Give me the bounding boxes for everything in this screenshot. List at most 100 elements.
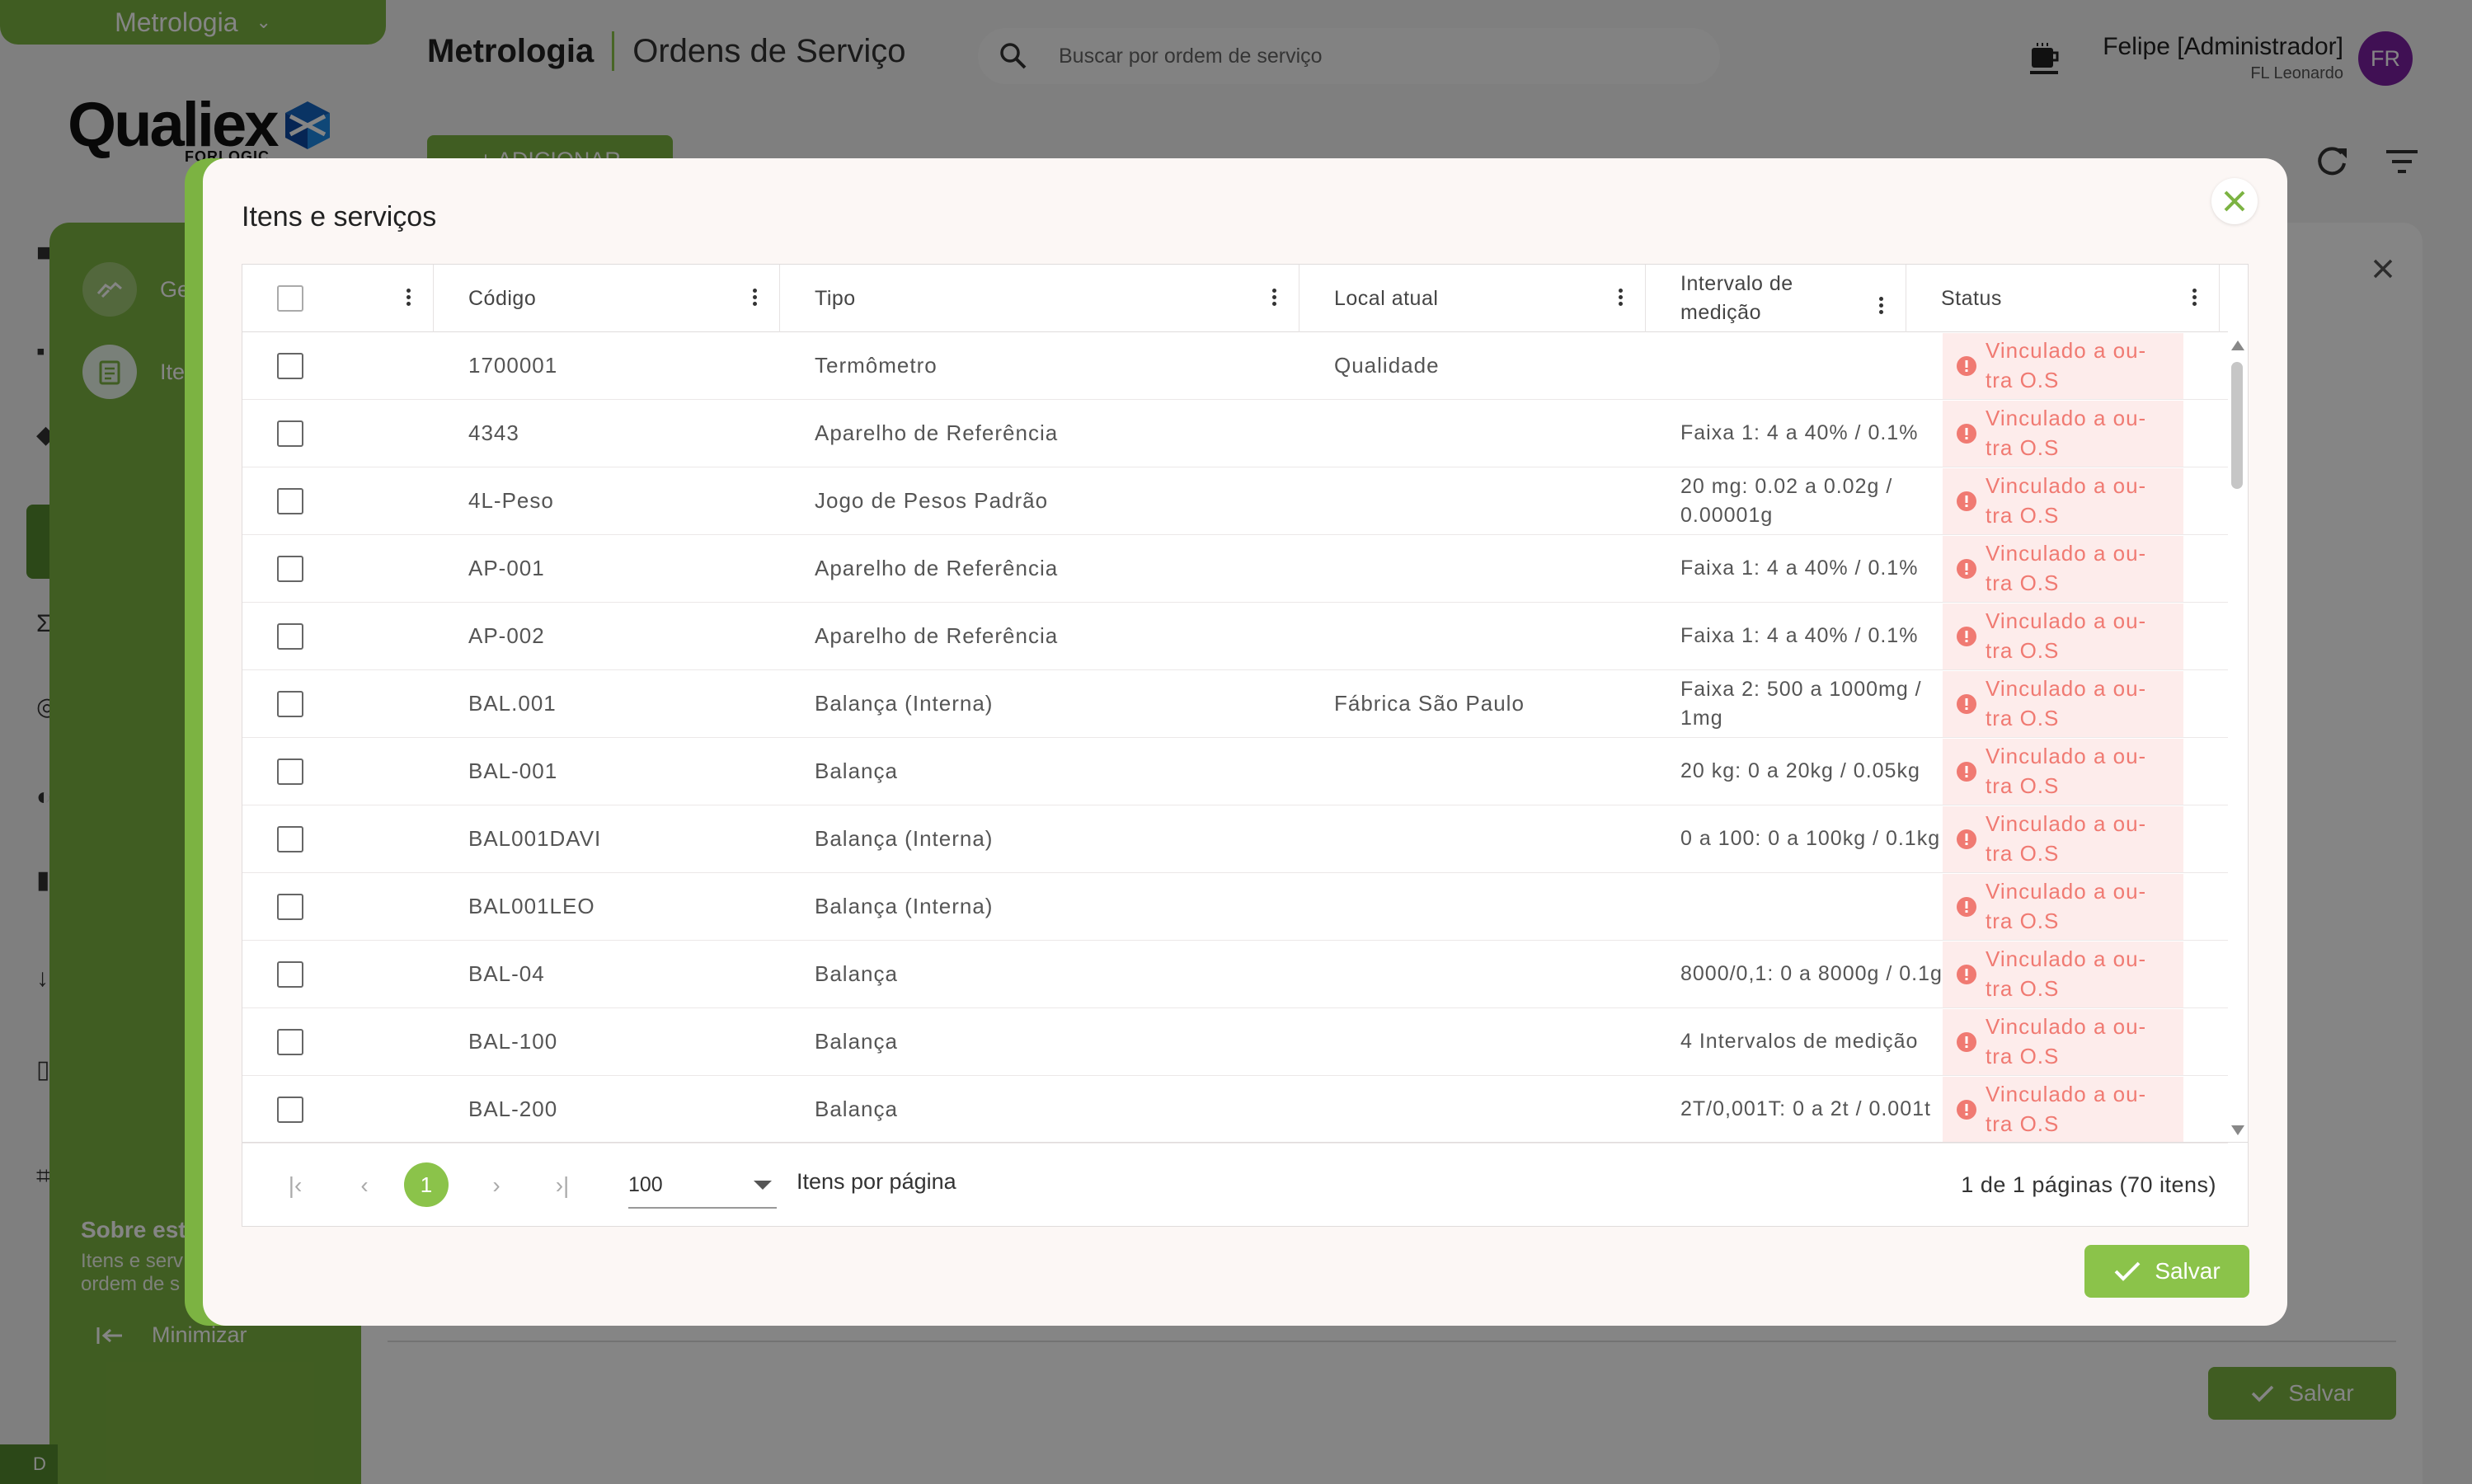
next-page-icon[interactable]: › — [492, 1172, 501, 1198]
row-checkbox[interactable] — [277, 825, 303, 852]
row-checkbox[interactable] — [277, 893, 303, 920]
page-size-select[interactable]: 100 — [628, 1162, 777, 1209]
row-select-cell — [242, 825, 434, 852]
row-select-cell — [242, 487, 434, 514]
search-input[interactable]: Buscar por ordem de serviço — [1059, 44, 1323, 68]
table-row[interactable]: AP-002 Aparelho de Referência Faixa 1: 4 a… — [242, 603, 2228, 670]
rail-icon[interactable]: ⌗ — [36, 1162, 50, 1190]
row-select-cell — [242, 960, 434, 988]
caret-down-icon — [754, 1181, 772, 1190]
current-page[interactable]: 1 — [404, 1162, 449, 1207]
column-menu-icon[interactable] — [405, 286, 411, 311]
row-checkbox[interactable] — [277, 758, 303, 785]
app-switcher-label: Metrologia — [115, 7, 238, 37]
breadcrumb-divider — [612, 31, 615, 71]
row-checkbox[interactable] — [277, 622, 303, 650]
status-badge: Vinculado a ou-tra O.S — [1943, 873, 2183, 940]
rail-icon[interactable]: ◐ — [36, 783, 52, 810]
table-row[interactable]: BAL-100 Balança 4 Intervalos de medição Vin… — [242, 1008, 2228, 1076]
table-row[interactable]: AP-001 Aparelho de Referência Faixa 1: 4 a… — [242, 535, 2228, 603]
vertical-scrollbar[interactable] — [2226, 332, 2248, 1144]
row-checkbox[interactable] — [277, 420, 303, 447]
header-codigo[interactable]: Código — [434, 265, 780, 332]
row-checkbox[interactable] — [277, 487, 303, 514]
cell-intervalo: Faixa 2: 500 a 1000mg / 1mg — [1680, 678, 1922, 730]
scroll-thumb[interactable] — [2231, 362, 2243, 489]
column-menu-icon[interactable] — [751, 286, 758, 311]
avatar[interactable]: FR — [2358, 31, 2413, 86]
header-status[interactable]: Status — [1906, 265, 2220, 332]
user-info[interactable]: Felipe [Administrador] FL Leonardo — [2103, 33, 2343, 83]
status-badge: Vinculado a ou-tra O.S — [1943, 1076, 2183, 1143]
cube-icon — [282, 100, 333, 151]
cell-tipo: Aparelho de Referência — [815, 420, 1059, 445]
rail-icon[interactable]: ▯ — [36, 1056, 50, 1083]
rail-icon[interactable]: ↓ — [36, 965, 49, 992]
row-checkbox[interactable] — [277, 690, 303, 717]
page-title: Ordens de Serviço — [632, 32, 906, 69]
panel-save-button[interactable]: Salvar — [2208, 1367, 2396, 1420]
table-row[interactable]: 4L-Peso Jogo de Pesos Padrão 20 mg: 0.02 a… — [242, 467, 2228, 535]
close-icon[interactable] — [2366, 252, 2399, 285]
column-menu-icon[interactable] — [2191, 286, 2197, 311]
cell-intervalo: Faixa 1: 4 a 40% / 0.1% — [1680, 421, 1919, 445]
minimize-button[interactable]: Minimizar — [96, 1322, 247, 1348]
panel-save-label: Salvar — [2288, 1380, 2354, 1406]
save-button[interactable]: Salvar — [2084, 1245, 2249, 1298]
header-local[interactable]: Local atual — [1299, 265, 1646, 332]
column-menu-icon[interactable] — [1617, 286, 1624, 311]
breadcrumb-module[interactable]: Metrologia — [427, 32, 595, 69]
error-icon — [1957, 558, 1976, 579]
scroll-down-icon[interactable] — [2231, 1125, 2244, 1135]
user-name: Felipe [Administrador] — [2103, 33, 2343, 60]
cell-codigo: BAL-001 — [468, 758, 558, 783]
header-tipo[interactable]: Tipo — [780, 265, 1299, 332]
cell-codigo: 4L-Peso — [468, 488, 554, 513]
column-menu-icon[interactable] — [1877, 294, 1884, 319]
cell-intervalo: 4 Intervalos de medição — [1680, 1030, 1919, 1054]
cell-tipo: Aparelho de Referência — [815, 623, 1059, 648]
rail-icon[interactable]: ▮ — [36, 866, 50, 894]
table-row[interactable]: BAL001DAVI Balança (Interna) 0 a 100: 0 a … — [242, 805, 2228, 873]
select-all-checkbox[interactable] — [277, 285, 303, 312]
cell-tipo: Balança (Interna) — [815, 691, 994, 716]
row-checkbox[interactable] — [277, 960, 303, 988]
table-row[interactable]: 4343 Aparelho de Referência Faixa 1: 4 a 4… — [242, 400, 2228, 467]
row-checkbox[interactable] — [277, 555, 303, 582]
rail-icon[interactable]: Σ — [36, 610, 52, 637]
minimize-label: Minimizar — [152, 1322, 247, 1347]
table-row[interactable]: BAL001LEO Balança (Interna) Vinculado a ou… — [242, 873, 2228, 941]
modal-body: Itens e serviços Código Tipo Loca — [203, 158, 2287, 1326]
table-row[interactable]: BAL-001 Balança 20 kg: 0 a 20kg / 0.05kg Vi… — [242, 738, 2228, 805]
cell-intervalo: Faixa 1: 4 a 40% / 0.1% — [1680, 624, 1919, 648]
status-text: Vinculado a ou-tra O.S — [1986, 946, 2147, 1001]
cell-intervalo: 8000/0,1: 0 a 8000g / 0.1g — [1680, 962, 1943, 986]
rail-icon[interactable]: ▪ — [36, 338, 45, 365]
last-page-icon[interactable]: ›| — [555, 1172, 570, 1198]
modal-close-button[interactable] — [2211, 178, 2258, 224]
cell-codigo: BAL-200 — [468, 1097, 558, 1121]
prev-page-icon[interactable]: ‹ — [360, 1172, 369, 1198]
filter-icon[interactable] — [2385, 145, 2419, 178]
drawer-item-items[interactable]: Iter — [82, 345, 192, 399]
table-row[interactable]: BAL-200 Balança 2T/0,001T: 0 a 2t / 0.001t… — [242, 1076, 2228, 1144]
table-row[interactable]: BAL-04 Balança 8000/0,1: 0 a 8000g / 0.1g V… — [242, 941, 2228, 1008]
first-page-icon[interactable]: |‹ — [288, 1172, 303, 1198]
table-body: 1700001 Termômetro Qualidade Vinculado a ou… — [242, 332, 2228, 1144]
refresh-icon[interactable] — [2314, 143, 2350, 180]
status-badge: Vinculado a ou-tra O.S — [1943, 805, 2183, 872]
row-checkbox[interactable] — [277, 1096, 303, 1123]
scroll-up-icon[interactable] — [2231, 340, 2244, 350]
table-row[interactable]: BAL.001 Balança (Interna) Fábrica São Paul… — [242, 670, 2228, 738]
row-checkbox[interactable] — [277, 1028, 303, 1055]
header-intervalo[interactable]: Intervalo de medição — [1646, 265, 1906, 332]
coffee-cup-icon[interactable] — [2025, 40, 2063, 77]
column-menu-icon[interactable] — [1271, 286, 1277, 311]
app-switcher[interactable]: Metrologia ⌄ — [0, 0, 386, 45]
table-row[interactable]: 1700001 Termômetro Qualidade Vinculado a ou… — [242, 332, 2228, 400]
error-icon — [1957, 1031, 1976, 1052]
search-box[interactable]: Buscar por ordem de serviço — [978, 28, 1720, 84]
row-checkbox[interactable] — [277, 352, 303, 379]
cell-tipo: Balança — [815, 1097, 898, 1121]
rail-icon[interactable]: ■ — [36, 239, 52, 266]
